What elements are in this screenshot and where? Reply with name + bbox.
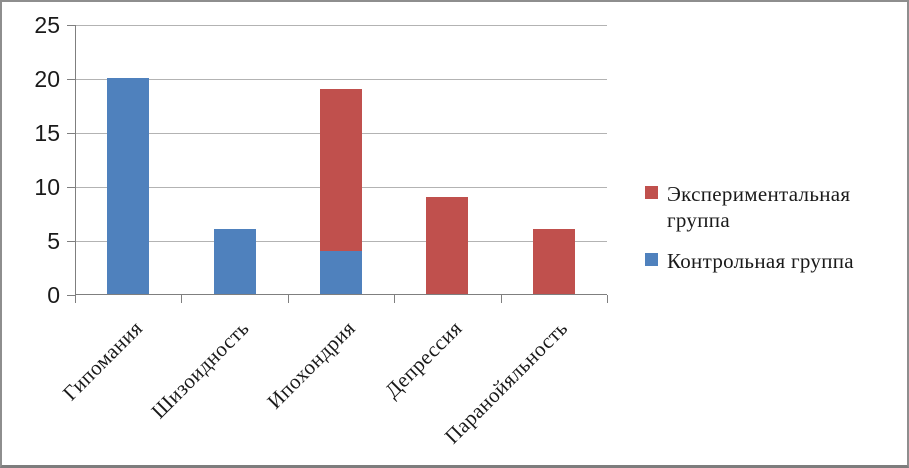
x-tick-5 — [607, 295, 608, 303]
y-axis-line — [75, 25, 76, 296]
legend-item-experimental-group: Экспериментальная группа — [645, 181, 901, 234]
x-category-label-4: Депрессия — [379, 316, 467, 403]
bar-experimental-4 — [426, 196, 469, 294]
x-category-label-2: Шизоидность — [146, 316, 254, 424]
plot-area — [75, 25, 607, 296]
x-tick-0 — [75, 295, 76, 303]
y-tick-25 — [67, 25, 75, 26]
x-category-label-3: Ипохондрия — [262, 316, 360, 414]
y-tick-20 — [67, 79, 75, 80]
bar-experimental-5 — [532, 229, 575, 294]
y-tick-10 — [67, 187, 75, 188]
legend-swatch-control-icon — [645, 252, 658, 266]
bar-control-1 — [107, 78, 150, 294]
bar-control-2 — [213, 229, 256, 294]
y-tick-label-25: 25 — [34, 12, 60, 38]
y-tick-0 — [67, 295, 75, 296]
x-tick-2 — [287, 295, 289, 303]
x-tick-3 — [394, 295, 396, 303]
y-tick-label-0: 0 — [47, 282, 60, 308]
x-tick-4 — [500, 295, 502, 303]
x-tick-1 — [181, 295, 183, 303]
legend-swatch-experimental-icon — [645, 186, 658, 199]
legend: Экспериментальная группа Контрольная гру… — [645, 181, 901, 288]
x-category-label-1: Гипомания — [57, 316, 148, 406]
gridline-20 — [75, 79, 607, 80]
bar-control-3 — [320, 250, 362, 294]
y-tick-label-10: 10 — [34, 174, 60, 200]
y-tick-label-5: 5 — [47, 228, 60, 254]
x-axis-line — [75, 294, 607, 295]
gridline-25 — [75, 25, 607, 26]
y-tick-label-20: 20 — [34, 66, 60, 92]
y-tick-label-15: 15 — [34, 120, 60, 146]
legend-item-control-group: Контрольная группа — [645, 248, 901, 274]
y-tick-15 — [67, 133, 75, 134]
legend-label-control-group: Контрольная группа — [667, 248, 854, 273]
y-tick-5 — [67, 241, 75, 242]
legend-label-experimental-group: Экспериментальная группа — [667, 182, 851, 233]
